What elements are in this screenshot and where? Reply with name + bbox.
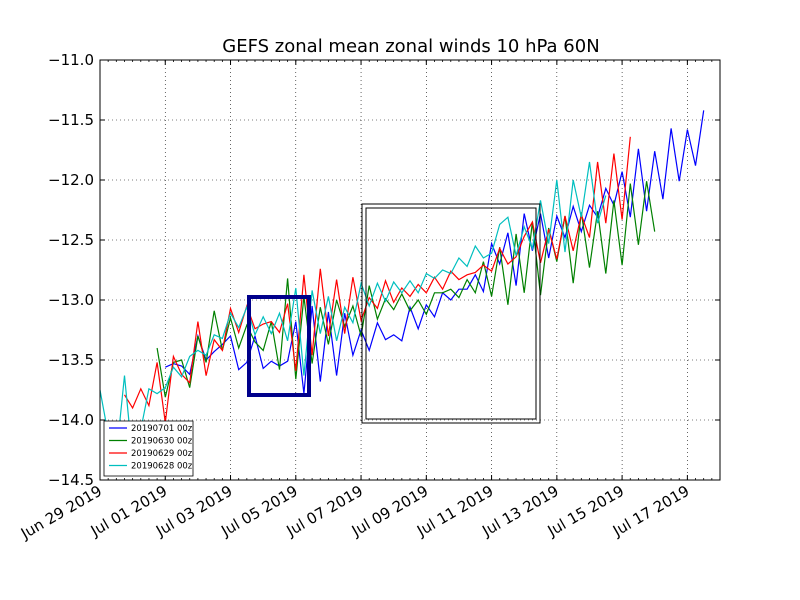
highlight-box-large-inner (365, 207, 537, 420)
legend: 20190701 00z 20190630 00z 20190629 00z 2019… (103, 420, 194, 477)
legend-label: 20190628 00z (131, 462, 193, 472)
highlight-box-large-outer (361, 203, 541, 424)
series-lines (99, 110, 705, 460)
y-tick-label: −11.5 (48, 111, 94, 129)
x-tick-label: Jun 29 2019 (17, 482, 105, 543)
y-tick-label: −13.0 (48, 291, 94, 309)
series-line-1 (156, 181, 656, 398)
y-tick-label: −13.5 (48, 351, 94, 369)
highlight-box-small (247, 295, 311, 397)
chart-title: GEFS zonal mean zonal winds 10 hPa 60N (222, 36, 599, 57)
series-line-3 (99, 161, 607, 460)
legend-box (103, 420, 194, 477)
gridlines (99, 59, 720, 481)
y-tick-label: −12.5 (48, 231, 94, 249)
legend-label: 20190701 00z (131, 424, 193, 434)
plot-frame (99, 59, 721, 481)
series-line-2 (123, 136, 631, 423)
y-tick-label: −12.0 (48, 171, 94, 189)
y-tick-label: −14.0 (48, 411, 94, 429)
legend-label: 20190629 00z (131, 449, 193, 459)
y-tick-label: −14.5 (48, 471, 94, 489)
y-tick-label: −11.0 (48, 51, 94, 69)
legend-label: 20190630 00z (131, 437, 193, 447)
